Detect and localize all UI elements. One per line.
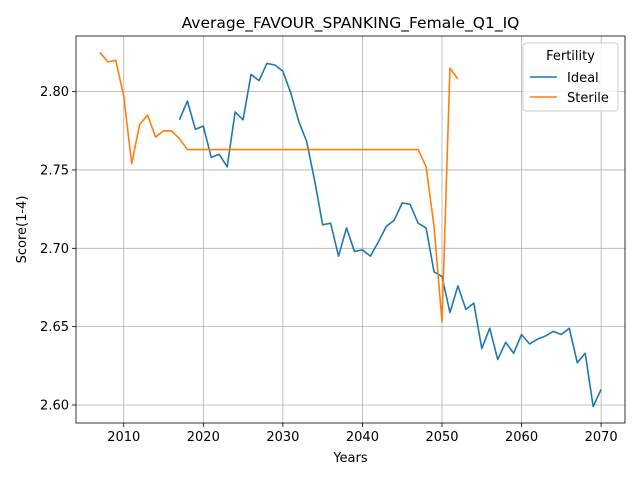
y-axis-label: Score(1-4) bbox=[15, 196, 30, 264]
x-tick-label: 2030 bbox=[266, 430, 299, 445]
y-tick-label: 2.75 bbox=[40, 163, 69, 178]
x-tick-label: 2060 bbox=[505, 430, 538, 445]
y-tick-label: 2.70 bbox=[40, 242, 69, 257]
x-tick-label: 2070 bbox=[585, 430, 618, 445]
x-tick-label: 2050 bbox=[425, 430, 458, 445]
y-tick-label: 2.80 bbox=[40, 85, 69, 100]
x-tick-label: 2020 bbox=[187, 430, 220, 445]
chart-title: Average_FAVOUR_SPANKING_Female_Q1_IQ bbox=[182, 14, 520, 33]
x-tick-label: 2040 bbox=[346, 430, 379, 445]
y-tick-label: 2.60 bbox=[40, 398, 69, 413]
legend-title: Fertility bbox=[546, 49, 595, 64]
legend-label-sterile: Sterile bbox=[567, 91, 609, 106]
y-tick-label: 2.65 bbox=[40, 320, 69, 335]
legend-label-ideal: Ideal bbox=[567, 71, 599, 86]
legend: Fertility Ideal Sterile bbox=[523, 43, 618, 111]
x-axis-label: Years bbox=[332, 451, 368, 466]
x-tick-label: 2010 bbox=[107, 430, 140, 445]
